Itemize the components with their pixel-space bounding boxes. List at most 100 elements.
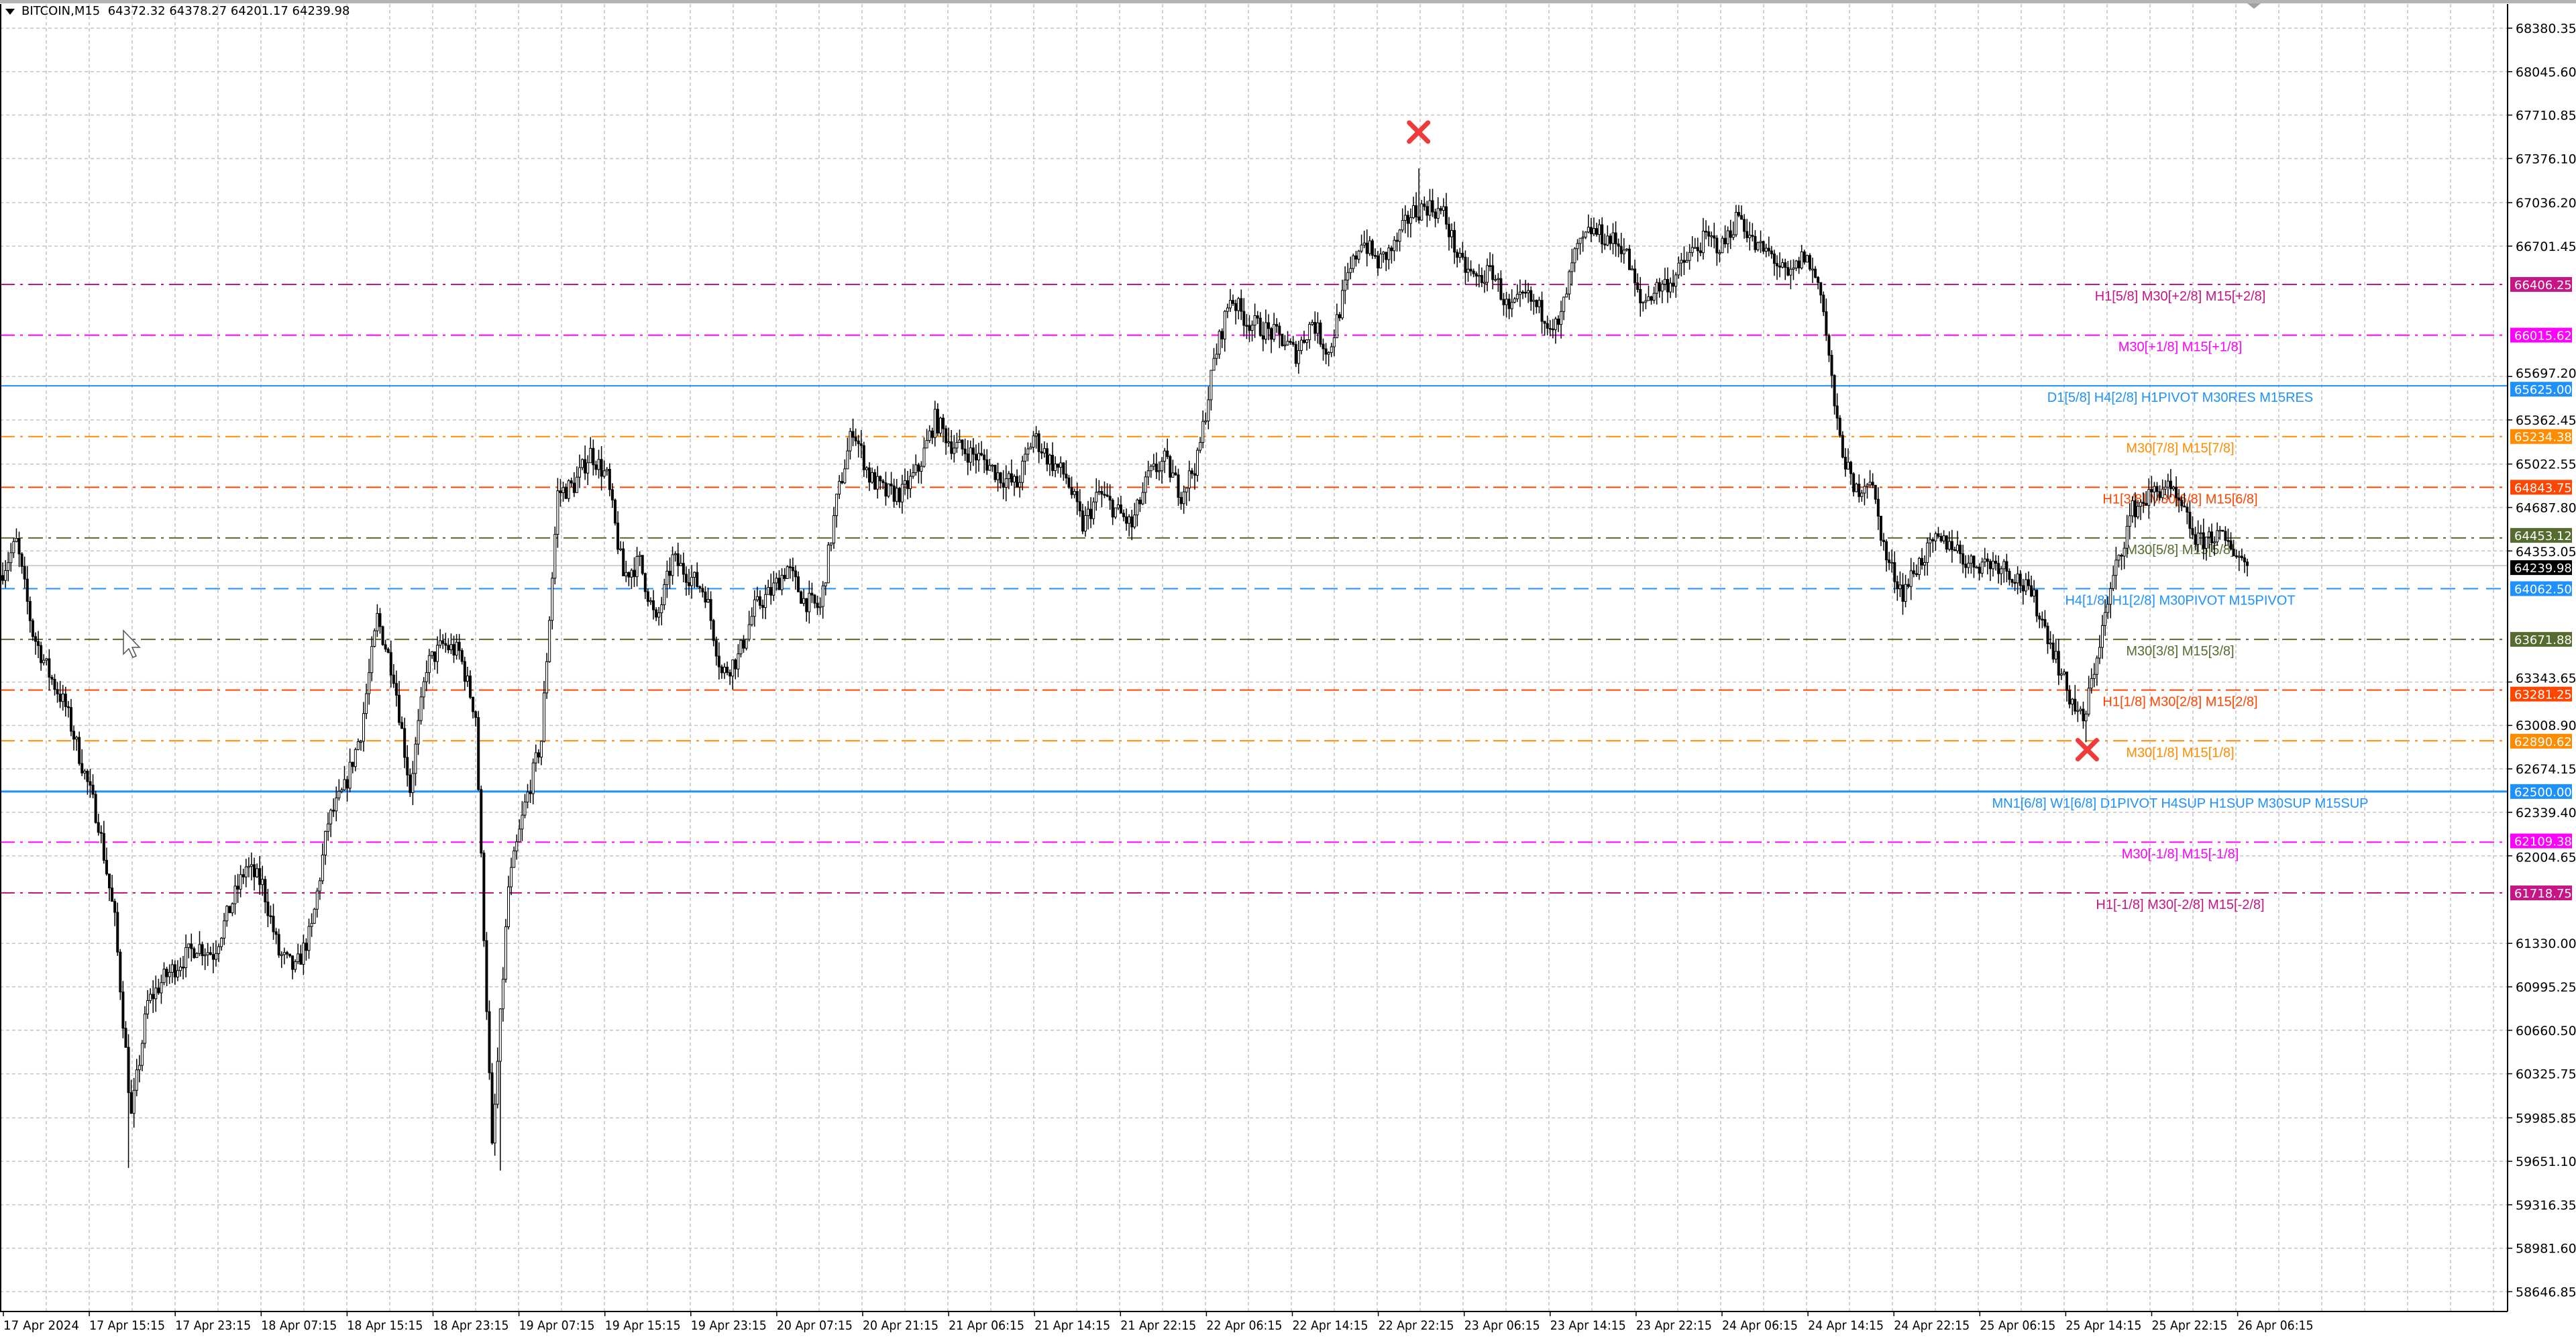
candle xyxy=(170,959,174,983)
candle xyxy=(1267,314,1270,341)
candle xyxy=(214,940,217,967)
candle-body xyxy=(655,609,658,618)
candle-body xyxy=(1428,200,1432,216)
candle xyxy=(575,466,578,493)
candle xyxy=(1330,343,1333,358)
candle-body xyxy=(945,428,948,443)
candle xyxy=(1743,214,1746,239)
candle xyxy=(458,634,461,660)
candle-body xyxy=(1387,248,1391,260)
dropdown-triangle-icon[interactable] xyxy=(5,8,15,15)
candle xyxy=(452,635,455,663)
candle xyxy=(780,568,784,596)
candle-body xyxy=(1937,533,1940,537)
candle-body xyxy=(1305,339,1309,343)
candle-body xyxy=(9,552,13,564)
candle xyxy=(966,440,969,476)
candle-body xyxy=(1338,314,1341,319)
candle-body xyxy=(2155,486,2159,492)
candle xyxy=(1879,515,1882,547)
candle xyxy=(1393,235,1396,262)
candle xyxy=(2106,596,2110,619)
candle-body xyxy=(553,533,557,579)
price-axis-label: 62339.40 xyxy=(2516,806,2576,820)
candle-body xyxy=(86,770,89,782)
candle xyxy=(867,462,871,491)
candle-body xyxy=(1472,270,1475,274)
candle xyxy=(1991,551,1994,577)
candle xyxy=(1092,497,1095,525)
candle-body xyxy=(755,596,759,600)
candle-body xyxy=(460,650,464,662)
level-price-tag-text: 64062.50 xyxy=(2514,583,2572,597)
candle xyxy=(15,528,18,543)
candle-body xyxy=(50,677,54,680)
candle-body xyxy=(1939,536,1943,541)
candle-body xyxy=(455,641,458,656)
candle-body xyxy=(859,443,863,446)
axes: 17 Apr 2024 17 Apr 15:15 17 Apr 23:15 18 Ap… xyxy=(0,4,2576,1333)
candle xyxy=(1420,200,1424,221)
candle xyxy=(1562,297,1566,321)
candle-body xyxy=(190,943,193,949)
candle-body xyxy=(370,646,374,674)
candle-body xyxy=(2175,486,2178,498)
candle xyxy=(1201,410,1205,449)
candle-body xyxy=(1677,262,1680,276)
time-axis-label: 22 Apr 06:15 xyxy=(1206,1318,1282,1333)
candle-body xyxy=(835,494,839,517)
candle-body xyxy=(712,620,715,641)
candle-body xyxy=(1434,211,1437,219)
candle-body xyxy=(2117,555,2121,561)
candle-body xyxy=(1169,456,1172,478)
candle-body xyxy=(1652,292,1656,301)
candle xyxy=(1377,250,1380,276)
chart-shift-marker-icon[interactable] xyxy=(2247,3,2261,9)
candle xyxy=(394,670,398,707)
candle-body xyxy=(1762,241,1765,252)
candle xyxy=(2071,698,2074,716)
candle xyxy=(1436,197,1440,223)
candle xyxy=(841,472,844,484)
candle-body xyxy=(1680,260,1683,264)
candle-body xyxy=(1483,282,1486,284)
candle xyxy=(1062,462,1065,481)
candle-body xyxy=(602,470,606,477)
candle xyxy=(722,663,726,680)
candle-body xyxy=(1915,573,1918,576)
candle xyxy=(2030,575,2033,598)
candle-body xyxy=(23,566,26,580)
candle-body xyxy=(198,944,201,954)
candle-body xyxy=(409,774,412,794)
candle-body xyxy=(261,879,264,886)
candle-body xyxy=(909,476,912,489)
candle-body xyxy=(635,556,639,578)
candle xyxy=(663,578,666,610)
candle xyxy=(1256,311,1259,325)
candle xyxy=(1644,293,1648,309)
candle xyxy=(1672,270,1675,293)
candle xyxy=(1822,291,1825,317)
candle xyxy=(1748,221,1752,251)
candle-body xyxy=(2183,505,2186,508)
candle-body xyxy=(327,823,330,832)
level-price-tag xyxy=(2510,886,2572,901)
candle-body xyxy=(160,982,163,994)
candle xyxy=(510,857,513,896)
candle-body xyxy=(2204,536,2208,549)
time-axis-label: 22 Apr 14:15 xyxy=(1293,1318,1368,1333)
candle-body xyxy=(1672,282,1675,287)
candle xyxy=(1518,279,1521,307)
candle xyxy=(1409,208,1412,238)
candle-body xyxy=(1018,482,1022,488)
candle-body xyxy=(1660,284,1664,292)
candle-body xyxy=(1852,473,1856,492)
candle xyxy=(480,786,483,858)
candle-body xyxy=(865,467,868,470)
candle-body xyxy=(1253,315,1256,326)
candle-body xyxy=(386,649,390,653)
candle-body xyxy=(1986,558,1989,562)
candle xyxy=(846,437,849,470)
candle xyxy=(1693,237,1697,249)
